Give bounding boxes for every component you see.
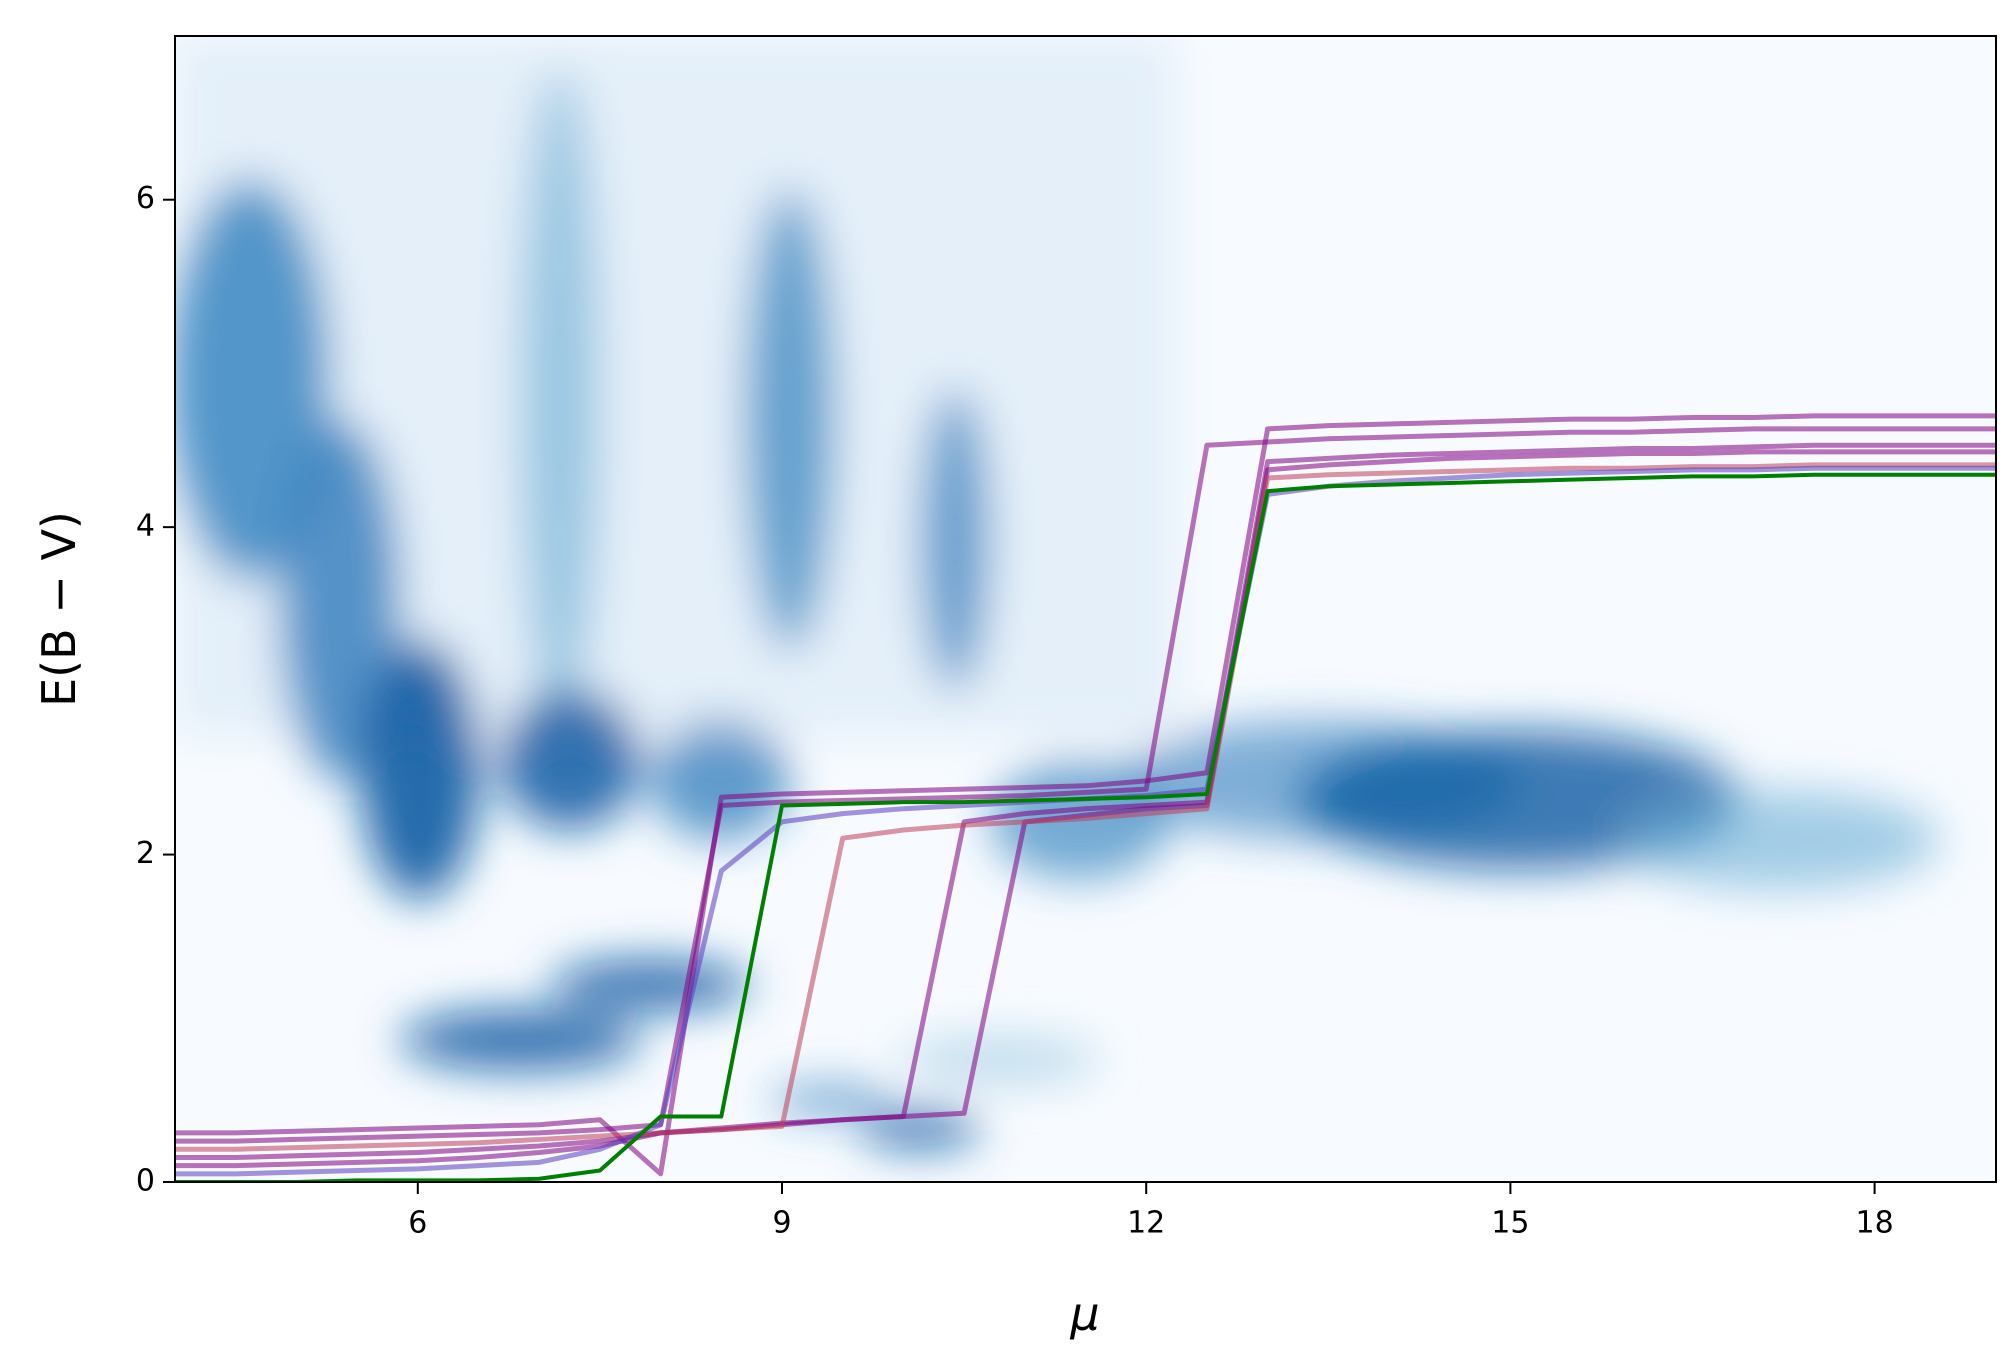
y-tick-label: 2 [136,836,155,871]
y-axis-label: E(B − V) [32,511,86,707]
line [175,472,1996,1182]
x-axis-label: μ [1069,1287,1099,1341]
y-tick-label: 0 [136,1164,155,1199]
line [175,442,1996,1160]
plot-frame [174,35,1997,1183]
y-tick-label: 4 [136,509,155,544]
x-tick-label: 9 [772,1206,791,1241]
x-tick-label: 18 [1856,1206,1894,1241]
lines [175,413,1996,1182]
x-tick-label: 15 [1491,1206,1529,1241]
line [175,413,1996,1177]
x-tick-label: 12 [1127,1206,1165,1241]
y-tick-label: 6 [136,181,155,216]
line [175,426,1996,1144]
x-tick-label: 6 [408,1206,427,1241]
line [175,462,1996,1152]
density-map [175,36,1940,1148]
line [175,449,1996,1169]
